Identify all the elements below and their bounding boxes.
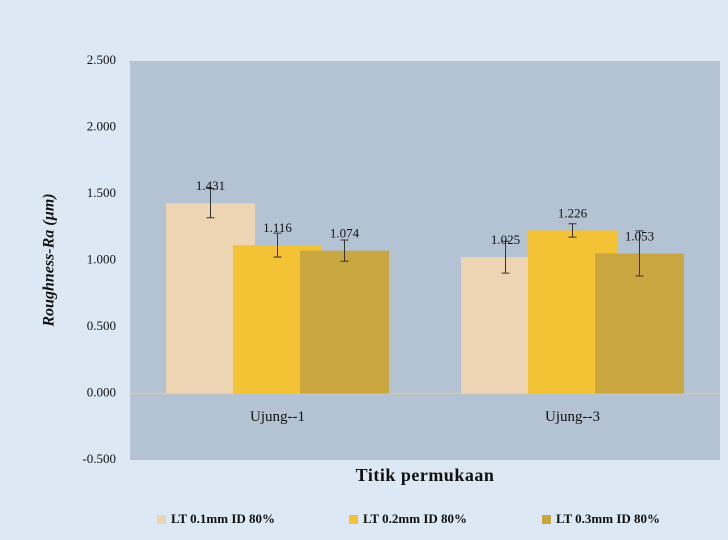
data-label: 1.431 <box>196 178 225 193</box>
error-bar <box>340 239 349 262</box>
y-tick-label: 2.500 <box>87 52 116 67</box>
error-bar <box>273 232 282 258</box>
error-bar <box>206 188 215 219</box>
data-label: 1.053 <box>625 228 654 243</box>
data-label: 1.074 <box>330 226 360 241</box>
y-tick-label: 2.000 <box>87 118 116 133</box>
error-bar <box>501 240 510 274</box>
legend-swatch <box>157 515 166 524</box>
y-tick-label: -0.500 <box>82 451 116 466</box>
legend-label: LT 0.1mm ID 80% <box>171 511 275 526</box>
x-tick-label: Ujung--3 <box>545 409 600 425</box>
data-label: 1.226 <box>558 205 588 220</box>
y-tick-label: 0.500 <box>87 318 116 333</box>
legend-swatch <box>349 515 358 524</box>
data-label: 1.116 <box>263 220 292 235</box>
y-tick-label: 1.500 <box>87 185 116 200</box>
error-bar <box>635 230 644 277</box>
data-label: 1.025 <box>491 232 520 247</box>
legend-label: LT 0.3mm ID 80% <box>556 511 660 526</box>
x-axis-title: Titik permukaan <box>356 465 495 485</box>
x-tick-label: Ujung--1 <box>250 409 305 425</box>
y-tick-label: 0.000 <box>87 384 116 399</box>
y-tick-label: 1.000 <box>87 251 116 266</box>
y-axis-title: Roughness-Ra (µm) <box>41 193 58 327</box>
bar <box>595 253 684 394</box>
bar <box>300 250 389 394</box>
legend-swatch <box>542 515 551 524</box>
error-bar <box>568 223 577 238</box>
legend-label: LT 0.2mm ID 80% <box>363 511 467 526</box>
